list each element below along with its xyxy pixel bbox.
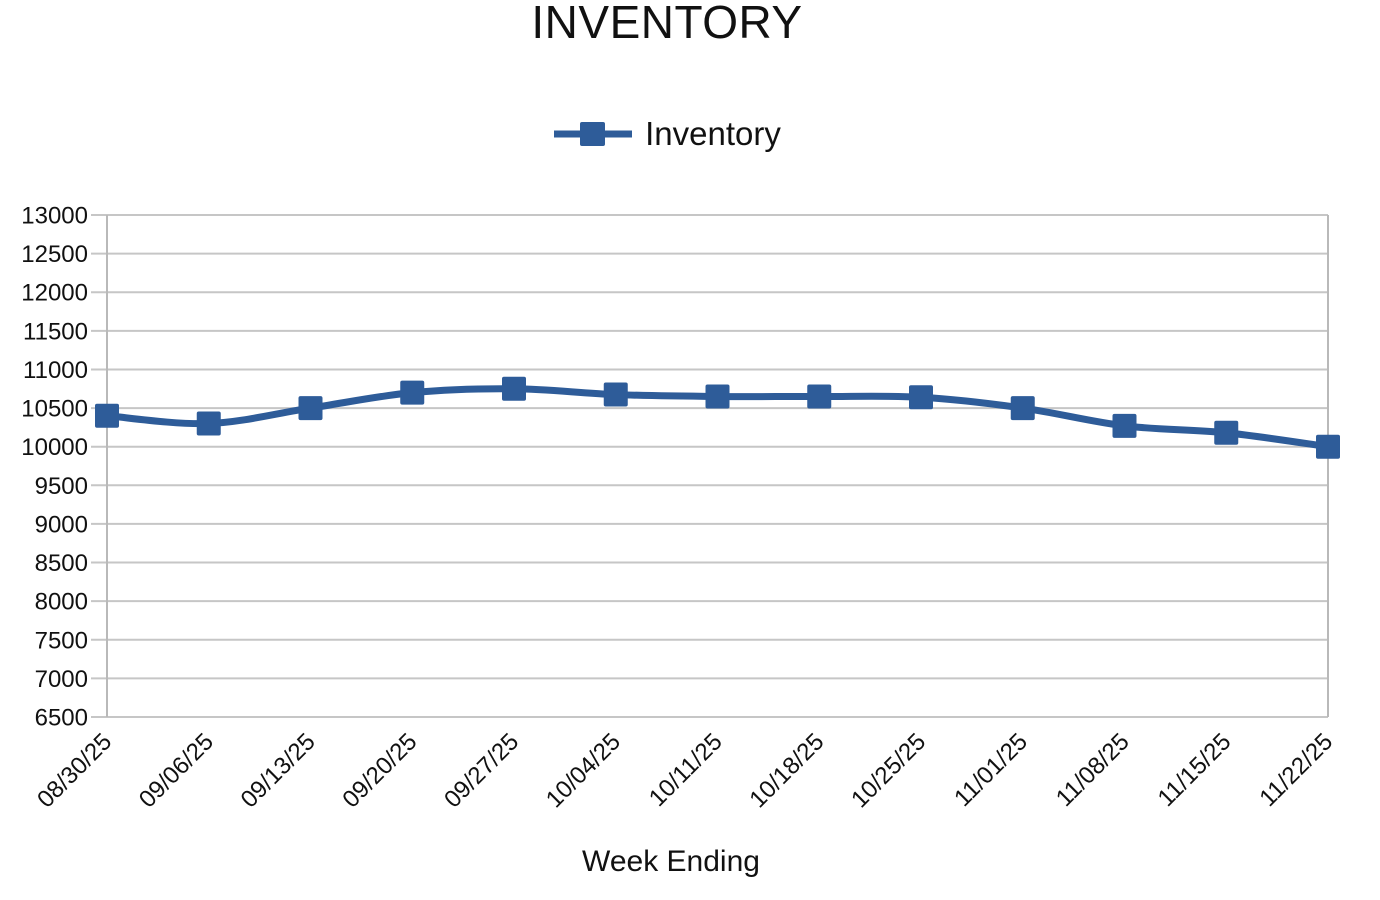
data-point-marker [603, 382, 628, 407]
data-point-marker [1316, 434, 1340, 459]
x-tick-label: 09/06/25 [134, 728, 219, 813]
y-tick-label: 13000 [21, 203, 88, 230]
data-point-marker [1214, 420, 1239, 445]
data-point-marker [807, 384, 832, 409]
data-point-marker [298, 396, 323, 421]
data-point-marker [1112, 413, 1137, 438]
y-tick-label: 11000 [23, 357, 88, 384]
y-tick-label: 7500 [35, 627, 88, 654]
x-tick-label: 09/20/25 [337, 728, 422, 813]
data-point-marker [400, 380, 425, 405]
y-tick-label: 10000 [21, 434, 88, 461]
data-point-marker [909, 385, 933, 410]
y-tick-label: 10500 [21, 396, 88, 423]
y-tick-label: 11500 [23, 318, 88, 345]
y-tick-label: 9500 [35, 473, 88, 500]
data-point-marker [1010, 396, 1035, 421]
x-tick-label: 11/08/25 [1051, 728, 1135, 812]
x-tick-label: 11/01/25 [949, 728, 1033, 812]
x-tick-label: 10/18/25 [744, 728, 829, 813]
data-point-marker [196, 411, 221, 436]
data-point-marker [705, 384, 730, 409]
x-tick-label: 11/22/25 [1254, 728, 1338, 812]
y-tick-label: 8500 [35, 550, 88, 577]
data-point-marker [95, 403, 119, 428]
x-tick-label: 08/30/25 [32, 728, 117, 813]
x-tick-label: 11/15/25 [1153, 728, 1237, 812]
y-tick-label: 12500 [21, 241, 88, 268]
y-tick-label: 6500 [35, 705, 88, 732]
x-tick-label: 10/11/25 [644, 728, 728, 812]
y-tick-label: 8000 [35, 589, 88, 616]
x-tick-label: 10/04/25 [541, 728, 626, 813]
data-point-marker [502, 376, 526, 401]
x-tick-label: 10/25/25 [846, 728, 931, 813]
x-tick-label: 09/13/25 [236, 728, 321, 813]
y-tick-label: 7000 [35, 666, 88, 693]
x-tick-label: 09/27/25 [439, 728, 524, 813]
y-tick-label: 12000 [21, 280, 88, 307]
y-tick-label: 9000 [35, 511, 88, 538]
x-axis-title: Week Ending [582, 845, 760, 878]
